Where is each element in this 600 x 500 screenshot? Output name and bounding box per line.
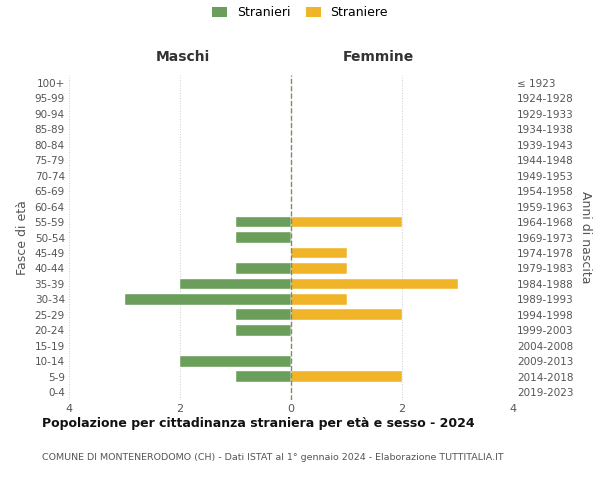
Bar xyxy=(180,278,291,289)
Bar xyxy=(291,294,347,305)
Text: COMUNE DI MONTENERODOMO (CH) - Dati ISTAT al 1° gennaio 2024 - Elaborazione TUTT: COMUNE DI MONTENERODOMO (CH) - Dati ISTA… xyxy=(42,452,503,462)
Bar xyxy=(235,325,291,336)
Bar xyxy=(291,216,402,228)
Bar xyxy=(235,232,291,243)
Bar xyxy=(180,356,291,366)
Y-axis label: Fasce di età: Fasce di età xyxy=(16,200,29,275)
Bar xyxy=(291,248,347,258)
Bar xyxy=(235,216,291,228)
Bar xyxy=(291,372,402,382)
Y-axis label: Anni di nascita: Anni di nascita xyxy=(580,191,592,284)
Bar xyxy=(291,263,347,274)
Bar xyxy=(291,278,458,289)
Bar xyxy=(235,310,291,320)
Bar xyxy=(235,372,291,382)
Text: Femmine: Femmine xyxy=(343,50,413,64)
Bar xyxy=(235,263,291,274)
Text: Maschi: Maschi xyxy=(156,50,210,64)
Bar xyxy=(125,294,291,305)
Bar xyxy=(291,310,402,320)
Legend: Stranieri, Straniere: Stranieri, Straniere xyxy=(212,6,388,19)
Text: Popolazione per cittadinanza straniera per età e sesso - 2024: Popolazione per cittadinanza straniera p… xyxy=(42,418,475,430)
